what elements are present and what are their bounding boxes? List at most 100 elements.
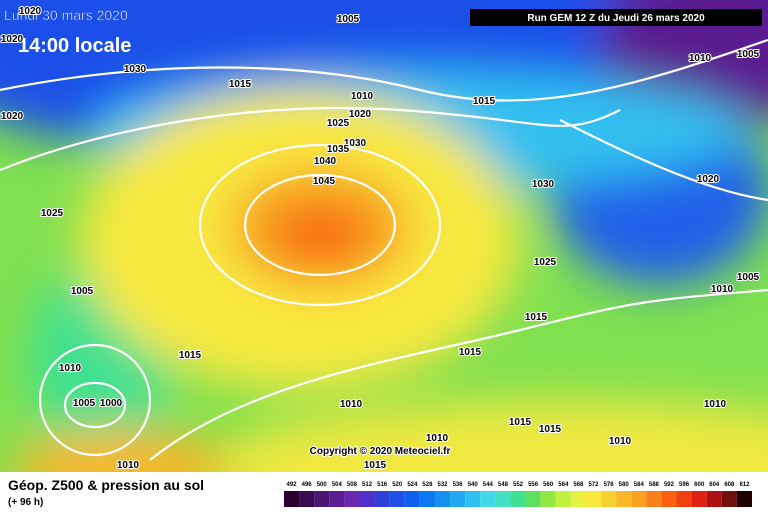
isobar	[63, 381, 127, 429]
isobar-label: 1015	[229, 79, 252, 90]
run-box	[470, 9, 762, 26]
scale-swatch	[721, 491, 737, 507]
isobar-label: 1005	[73, 398, 96, 409]
isobar-label: 1010	[704, 399, 727, 410]
scale-swatch	[299, 491, 315, 507]
scale-swatch	[661, 491, 677, 507]
isobar-label: 1005	[71, 286, 94, 297]
scale-swatch	[691, 491, 707, 507]
legend-title: Géop. Z500 & pression au sol	[8, 477, 204, 493]
scale-label: 576	[604, 482, 615, 488]
scale-label: 500	[317, 482, 328, 488]
scale-swatch	[585, 491, 602, 507]
scale-swatch	[540, 491, 556, 507]
scale-swatch	[601, 491, 617, 507]
isobar-label: 1020	[697, 174, 720, 185]
scale-label: 588	[649, 482, 660, 488]
isobar-label: 1015	[179, 350, 202, 361]
scale-label: 584	[634, 482, 645, 488]
isobar	[243, 173, 397, 277]
scale-swatch	[419, 491, 435, 507]
scale-swatch	[284, 491, 300, 507]
isobar-label: 1010	[59, 363, 82, 374]
scale-swatch	[314, 491, 330, 507]
isobar-label: 1000	[100, 398, 123, 409]
scale-label: 520	[392, 482, 403, 488]
scale-label: 580	[619, 482, 630, 488]
isobar	[559, 119, 768, 202]
isobar-label: 1005	[737, 272, 760, 283]
isobar	[0, 38, 768, 102]
scale-label: 552	[513, 482, 524, 488]
isobar-label: 1015	[509, 417, 532, 428]
isobar-label: 1015	[525, 312, 548, 323]
scale-label: 516	[377, 482, 388, 488]
color-scale: 492 496 500 504 508 512 516 520 524 528 532 536 540 5…	[284, 482, 752, 507]
scale-label: 524	[407, 482, 418, 488]
scale-label: 528	[422, 482, 433, 488]
scale-swatch	[465, 491, 481, 507]
isobar-label: 1025	[327, 118, 350, 129]
scale-label: 512	[362, 482, 373, 488]
isobar	[38, 343, 152, 457]
scale-label: 492	[287, 482, 298, 488]
isobar	[149, 288, 768, 461]
scale-label: 596	[679, 482, 690, 488]
scale-swatch	[631, 491, 647, 507]
scale-label: 556	[528, 482, 539, 488]
isobar-label: 1010	[117, 460, 140, 471]
scale-swatch	[555, 491, 571, 507]
legend-subtitle: (+ 96 h)	[8, 497, 43, 508]
isobar-label: 1020	[19, 6, 42, 17]
isobar-label: 1030	[344, 138, 367, 149]
isobar-label: 1035	[327, 144, 350, 155]
scale-swatch	[480, 491, 496, 507]
run-info: Run GEM 12 Z du Jeudi 26 mars 2020	[527, 13, 705, 24]
time: 14:00 locale	[18, 35, 131, 57]
scale-label: 536	[453, 482, 464, 488]
scale-swatch	[389, 491, 405, 507]
isobar	[0, 106, 621, 172]
scale-swatch	[495, 491, 511, 507]
isobar-label: 1030	[124, 64, 147, 75]
scale-label: 548	[498, 482, 509, 488]
scale-swatch	[570, 491, 586, 507]
isobar-label: 1010	[426, 433, 449, 444]
isobar-label: 1020	[1, 111, 24, 122]
isobar-label: 1005	[337, 14, 360, 25]
scale-label: 508	[347, 482, 358, 488]
scale-swatch	[646, 491, 662, 507]
scale-swatch	[434, 491, 451, 507]
isobar-label: 1045	[313, 176, 336, 187]
isobar-label: 1010	[689, 53, 712, 64]
isobar-label: 1020	[1, 34, 24, 45]
scale-swatch	[329, 491, 345, 507]
scale-label: 612	[739, 482, 750, 488]
isobar-label: 1010	[609, 436, 632, 447]
isobar-label: 1010	[351, 91, 374, 102]
isobar-label: 1015	[364, 460, 387, 471]
scale-swatch	[404, 491, 420, 507]
isobar-label: 1020	[349, 109, 372, 120]
isobar-label: 1015	[459, 347, 482, 358]
scale-label: 608	[724, 482, 735, 488]
scale-swatch	[450, 491, 466, 507]
isobar-label: 1030	[532, 179, 555, 190]
scale-label: 504	[332, 482, 343, 488]
scale-label: 540	[468, 482, 479, 488]
scale-swatch	[676, 491, 692, 507]
scale-swatch	[510, 491, 526, 507]
scale-label: 532	[438, 482, 449, 488]
isobar-label: 1010	[340, 399, 363, 410]
scale-label: 600	[694, 482, 705, 488]
scale-label: 592	[664, 482, 675, 488]
isobar-label: 1005	[737, 49, 760, 60]
scale-label: 564	[558, 482, 569, 488]
scale-label: 604	[709, 482, 720, 488]
scale-label: 560	[543, 482, 554, 488]
copyright: Copyright © 2020 Meteociel.fr	[310, 446, 451, 457]
scale-swatch	[359, 491, 375, 507]
blob	[275, 210, 365, 260]
